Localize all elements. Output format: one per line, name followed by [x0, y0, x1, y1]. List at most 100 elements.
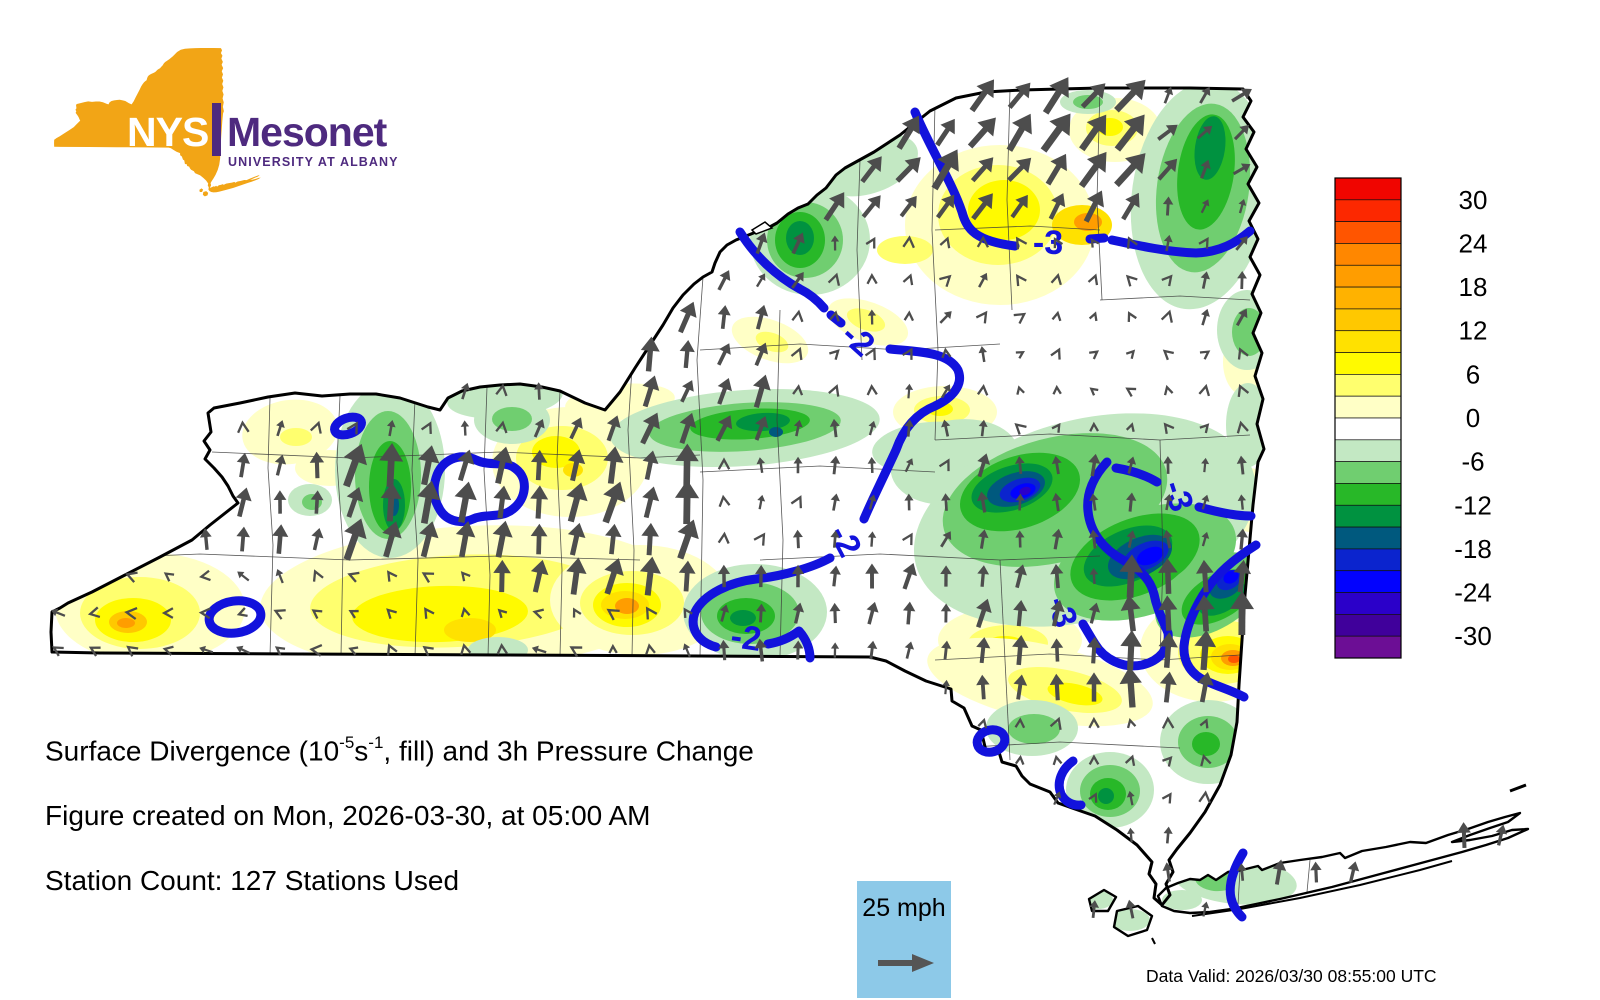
- wind-arrow: [976, 598, 992, 628]
- wind-arrow: [348, 646, 359, 656]
- wind-arrow: [904, 419, 914, 437]
- wind-arrow: [1053, 791, 1062, 806]
- wind-arrow: [978, 346, 988, 363]
- colorbar-cell: [1334, 374, 1402, 397]
- wind-arrow: [1014, 564, 1027, 589]
- wind-arrow: [199, 569, 211, 582]
- colorbar-cell: [1334, 417, 1402, 441]
- wind-arrow: [1052, 384, 1062, 395]
- wind-arrow: [902, 563, 917, 590]
- wind-arrow: [640, 336, 660, 372]
- wind-arrow: [895, 157, 921, 183]
- wind-arrow: [642, 450, 659, 480]
- wind-arrow: [1237, 383, 1250, 397]
- wind-arrow: [1125, 492, 1137, 512]
- wind-arrow: [1013, 674, 1028, 700]
- wind-arrow: [1087, 273, 1099, 286]
- wind-arrow: [276, 420, 285, 437]
- colorbar-cell: [1334, 330, 1402, 353]
- wind-arrow: [1088, 453, 1101, 477]
- wind-arrow: [1051, 492, 1062, 512]
- wind-arrow: [454, 481, 477, 523]
- wind-arrow: [566, 557, 587, 595]
- wind-arrow: [1089, 493, 1099, 511]
- wind-arrow: [1015, 493, 1025, 511]
- wind-arrow: [792, 384, 804, 396]
- wind-arrow: [719, 604, 730, 622]
- wind-arrow: [828, 384, 840, 397]
- wind-arrow: [493, 485, 512, 519]
- figure-created-line: Figure created on Mon, 2026-03-30, at 05…: [45, 800, 651, 831]
- wind-arrow: [1162, 529, 1173, 549]
- wind-arrow: [1196, 559, 1214, 593]
- wind-arrow: [976, 383, 989, 396]
- wind-arrow: [1236, 420, 1249, 434]
- wind-arrow: [677, 519, 699, 560]
- wind-arrow: [1124, 754, 1136, 767]
- wind-scale-label: 25 mph: [862, 894, 945, 922]
- wind-arrow: [1201, 457, 1210, 473]
- wind-arrow: [940, 565, 952, 587]
- colorbar-cell: [1334, 614, 1402, 637]
- wind-arrow: [1121, 192, 1140, 221]
- wind-arrow: [865, 563, 879, 589]
- wind-arrows-layer: [51, 77, 1508, 919]
- wind-arrow: [87, 606, 101, 619]
- wind-arrow: [1196, 125, 1213, 140]
- wind-arrow: [417, 445, 440, 486]
- wind-arrow: [236, 526, 250, 552]
- wind-arrow: [1163, 422, 1175, 434]
- wind-arrow: [1310, 861, 1322, 883]
- wind-arrow: [1127, 311, 1137, 322]
- wind-arrow: [1235, 236, 1248, 251]
- wind-arrow: [1158, 595, 1178, 631]
- wind-arrow: [1235, 308, 1248, 327]
- wind-arrow: [1114, 114, 1145, 152]
- wind-arrow: [1126, 530, 1137, 548]
- wind-arrow: [1006, 113, 1032, 152]
- wind-arrow: [1050, 599, 1065, 627]
- wind-arrow: [899, 195, 917, 218]
- wind-arrow: [460, 643, 472, 656]
- colorbar-tick-label: 6: [1466, 359, 1480, 389]
- wind-arrow: [904, 641, 915, 659]
- wind-arrow: [823, 192, 845, 222]
- wind-arrow: [1456, 822, 1471, 848]
- wind-arrow: [1088, 311, 1098, 322]
- colorbar-tick-label: -6: [1461, 447, 1484, 477]
- colorbar-cell: [1334, 483, 1402, 506]
- wind-arrow: [829, 349, 840, 360]
- wind-arrow: [348, 609, 359, 619]
- colorbar-cell: [1334, 439, 1402, 462]
- wind-arrow: [1049, 716, 1062, 731]
- wind-arrow: [1161, 716, 1175, 729]
- colorbar-cell: [1334, 461, 1402, 484]
- wind-arrow: [674, 479, 700, 525]
- wind-arrow: [717, 531, 730, 544]
- wind-arrow: [935, 118, 955, 147]
- wind-arrow: [1161, 792, 1172, 804]
- wind-arrow: [1198, 383, 1211, 397]
- wind-arrow: [717, 270, 731, 291]
- wind-arrow: [866, 601, 879, 625]
- wind-arrow: [754, 416, 769, 441]
- wind-arrow: [1198, 236, 1209, 249]
- wind-arrow: [1126, 717, 1137, 729]
- wind-arrow: [51, 646, 64, 657]
- wind-arrow: [386, 570, 398, 582]
- wind-arrow: [603, 446, 624, 484]
- wind-arrow: [1045, 153, 1067, 186]
- wind-arrow: [905, 383, 914, 399]
- wind-arrow: [530, 485, 549, 519]
- wind-arrow: [718, 494, 731, 508]
- wind-arrow: [421, 572, 435, 583]
- wind-arrow: [1163, 86, 1174, 104]
- wind-arrow: [753, 532, 766, 546]
- wind-arrow: [274, 646, 286, 656]
- wind-arrow: [1194, 630, 1217, 671]
- wind-arrow: [1163, 826, 1173, 844]
- wind-arrow: [237, 420, 250, 434]
- wind-arrow: [792, 529, 803, 549]
- wind-arrow: [868, 420, 877, 436]
- title-mid: s: [354, 735, 369, 767]
